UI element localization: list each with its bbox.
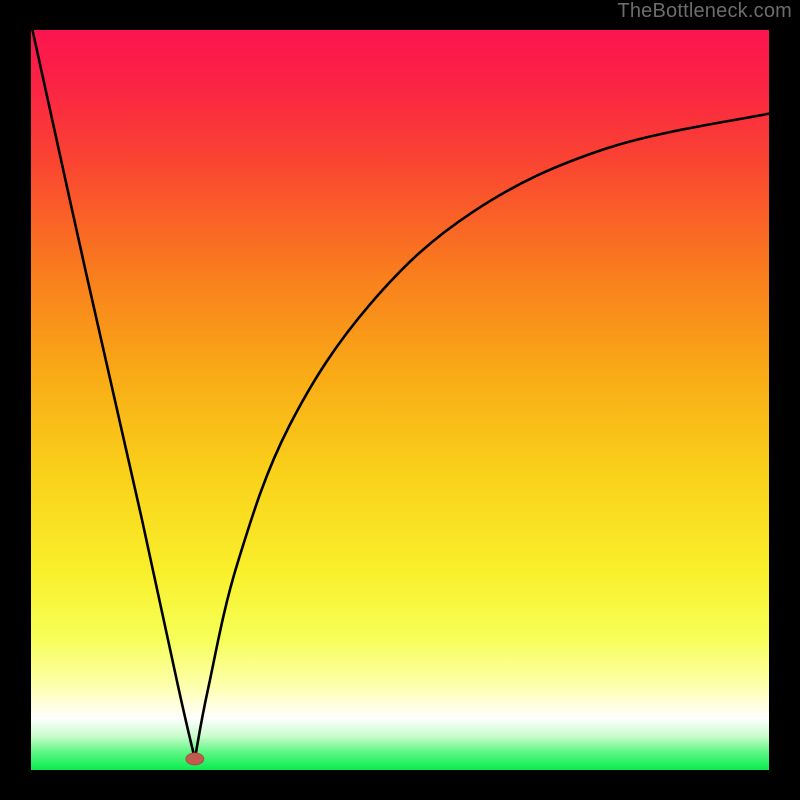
- chart-container: TheBottleneck.com: [0, 0, 800, 800]
- watermark-text: TheBottleneck.com: [617, 0, 792, 23]
- gradient-background: [31, 30, 769, 770]
- optimal-point-marker: [186, 753, 204, 765]
- bottleneck-chart: [0, 0, 800, 800]
